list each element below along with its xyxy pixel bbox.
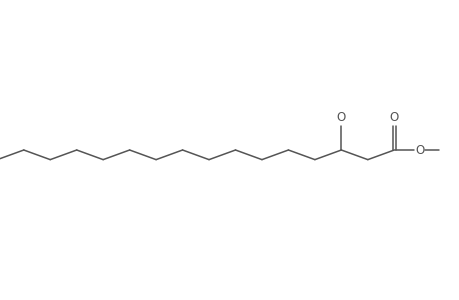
- Text: O: O: [414, 143, 423, 157]
- Text: O: O: [336, 111, 345, 124]
- Text: O: O: [389, 111, 398, 124]
